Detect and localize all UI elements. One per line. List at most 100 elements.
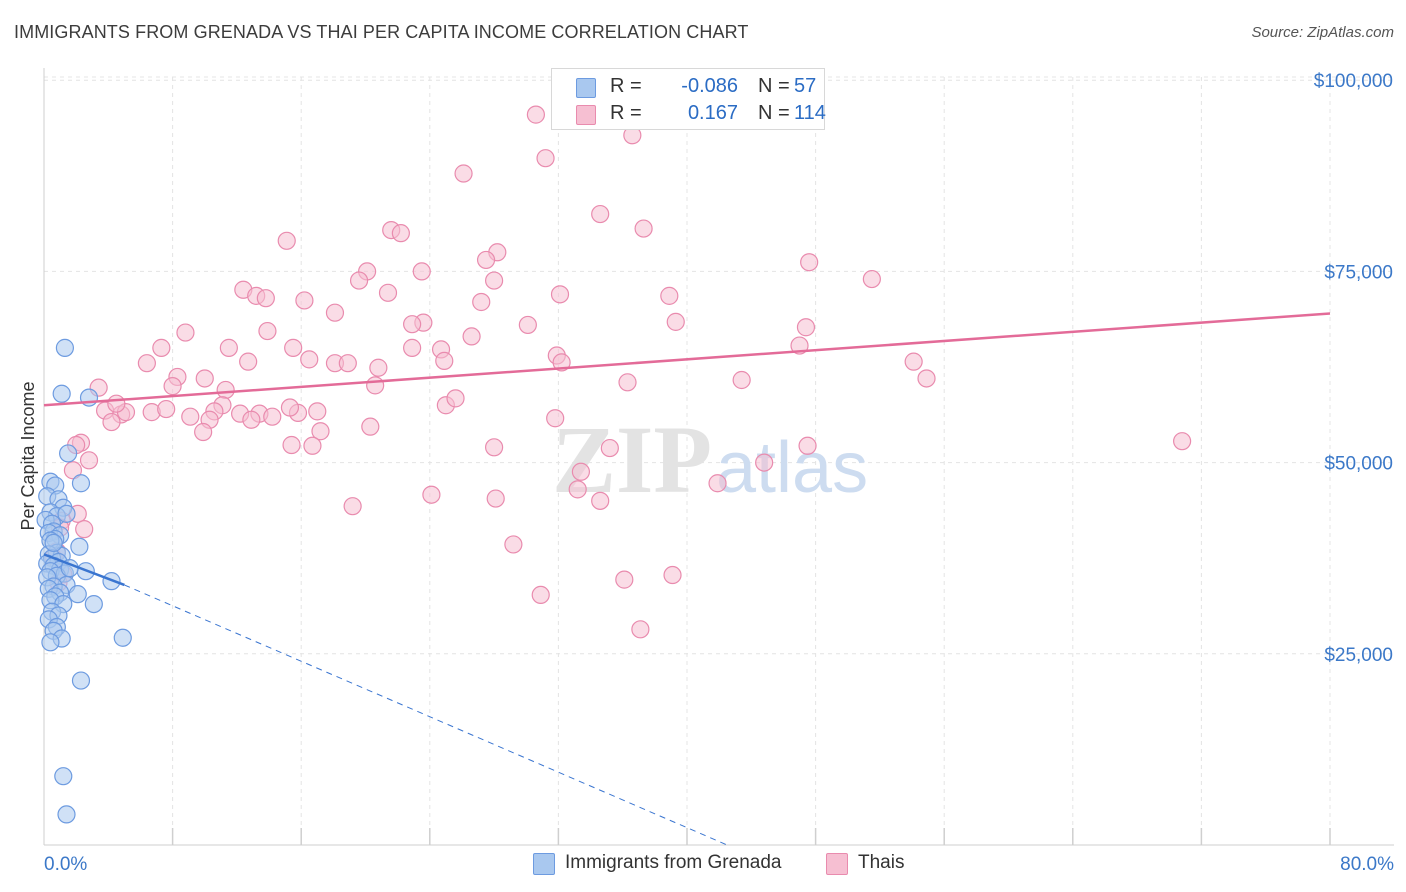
thais-point xyxy=(550,285,570,304)
thais-point xyxy=(454,164,473,183)
thais-point xyxy=(485,271,504,290)
legend-n-label: N = xyxy=(758,102,790,124)
chart-title: IMMIGRANTS FROM GRENADA VS THAI PER CAPI… xyxy=(14,22,749,42)
thais-point xyxy=(300,350,319,369)
y-tick-labels: $25,000 $50,000 $75,000 $100,000 xyxy=(1314,71,1393,666)
grenada-point xyxy=(71,474,91,493)
thais-point xyxy=(256,289,275,308)
thais-point xyxy=(79,451,99,470)
thais-point xyxy=(303,436,322,455)
grenada-point xyxy=(57,805,76,824)
thais-point xyxy=(176,323,195,342)
thais-point xyxy=(917,369,936,388)
thais-point xyxy=(216,380,235,400)
thais-point xyxy=(282,435,301,455)
grenada-point xyxy=(84,594,103,614)
thais-point xyxy=(343,497,362,516)
thais-point xyxy=(239,352,258,371)
thais-point xyxy=(552,353,571,372)
thais-point xyxy=(462,327,481,346)
thais-point xyxy=(403,338,422,357)
thais-point xyxy=(280,398,300,417)
thais-point xyxy=(618,373,637,392)
thais-point xyxy=(308,402,327,421)
thais-point xyxy=(391,224,410,243)
thais-point xyxy=(107,394,126,413)
thais-point xyxy=(412,262,431,281)
thais-point xyxy=(311,422,330,441)
thais-point xyxy=(181,407,200,426)
thais-point xyxy=(284,338,303,357)
thais-point xyxy=(242,410,261,429)
thais-point xyxy=(531,585,550,605)
legend-r-value: 0.167 xyxy=(687,102,738,124)
thais-point xyxy=(800,253,819,272)
x-tick-min: 0.0% xyxy=(44,854,87,875)
thais-point xyxy=(904,352,923,371)
y-tick-label: $50,000 xyxy=(1324,454,1393,475)
thais-point xyxy=(403,315,422,334)
thais-point xyxy=(338,354,357,373)
grenada-point xyxy=(52,384,71,403)
thais-point xyxy=(163,377,182,396)
grenada-point xyxy=(59,444,78,463)
thais-point xyxy=(295,291,314,310)
thais-point xyxy=(591,491,610,510)
thais-point xyxy=(361,417,380,436)
thais-point xyxy=(476,250,496,270)
thais-point xyxy=(591,204,610,224)
thais-point xyxy=(862,269,881,289)
thais-point xyxy=(194,422,213,442)
thais-point xyxy=(1173,432,1192,451)
grenada-point xyxy=(57,504,76,523)
thais-point xyxy=(485,438,504,457)
thais-point xyxy=(666,312,685,331)
legend-n-value: 57 xyxy=(794,75,817,97)
x-tick-max: 80.0% xyxy=(1340,854,1394,875)
legend-r-label: R = xyxy=(610,102,642,124)
y-tick-label: $100,000 xyxy=(1314,71,1393,92)
thais-point xyxy=(615,570,634,589)
thais-point xyxy=(568,480,587,499)
thais-point xyxy=(63,461,83,480)
thais-point xyxy=(755,453,774,472)
thais-point xyxy=(571,462,591,481)
y-tick-label: $75,000 xyxy=(1324,262,1393,283)
legend-swatch-pink xyxy=(576,105,596,125)
y-tick-label: $25,000 xyxy=(1324,645,1393,666)
grenada-point xyxy=(55,338,74,357)
thais-point xyxy=(732,370,751,390)
thais-point xyxy=(600,438,619,458)
thais-point xyxy=(504,535,523,554)
thais-point xyxy=(369,358,388,377)
thais-point xyxy=(798,436,817,455)
thais-trend-line xyxy=(43,312,1331,407)
thais-point xyxy=(102,412,121,432)
thais-point xyxy=(157,399,176,419)
legend-n-value: 114 xyxy=(794,102,826,124)
bottom-legend-label: Immigrants from Grenada xyxy=(565,852,782,873)
thais-points xyxy=(44,105,1192,639)
thais-point xyxy=(486,489,505,508)
bottom-legend-label: Thais xyxy=(858,852,905,873)
grenada-point xyxy=(71,671,91,690)
thais-point xyxy=(219,338,238,357)
y-axis-label: Per Capita Income xyxy=(18,381,38,530)
grenada-point xyxy=(41,633,60,652)
thais-point xyxy=(536,149,555,168)
thais-point xyxy=(446,389,465,408)
legend-swatch-blue xyxy=(576,78,596,98)
grenada-point xyxy=(68,585,87,604)
thais-point xyxy=(152,338,171,357)
thais-point xyxy=(258,321,277,341)
thais-point xyxy=(137,354,156,373)
gridlines xyxy=(44,76,1394,845)
grenada-point xyxy=(54,767,73,786)
grenada-point xyxy=(44,533,63,553)
thais-point xyxy=(518,315,537,335)
correlation-legend: R = -0.086 N = 57 R = 0.167 N = 114 xyxy=(551,68,826,130)
legend-n-label: N = xyxy=(758,75,790,97)
thais-point xyxy=(75,520,94,539)
thais-point xyxy=(526,105,545,124)
